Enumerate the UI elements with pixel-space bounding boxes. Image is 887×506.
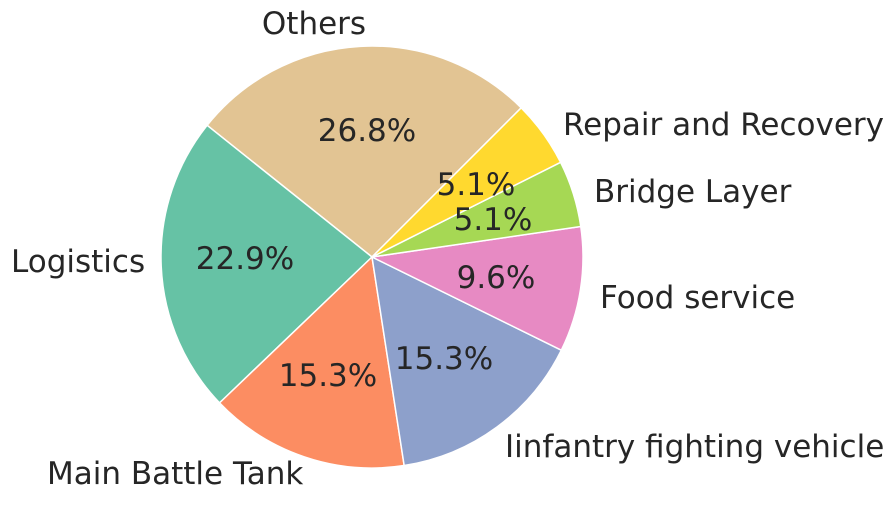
pie-category-label-repair-and-recovery: Repair and Recovery	[563, 107, 884, 143]
pie-value-label-bridge-layer: 5.1%	[454, 202, 533, 238]
pie-category-label-bridge-layer: Bridge Layer	[594, 174, 792, 210]
pie-slice-iinfantry-fighting-vehicle	[371, 256, 563, 467]
pie-category-label-food-service: Food service	[600, 280, 795, 316]
pie-category-label-others: Others	[262, 6, 366, 42]
pie-value-label-iinfantry-fighting-vehicle: 15.3%	[395, 341, 493, 377]
pie-slice-repair-and-recovery	[371, 107, 562, 258]
pie-slice-logistics	[160, 124, 373, 404]
pie-slice-food-service	[371, 225, 584, 351]
pie-value-label-others: 26.8%	[318, 113, 416, 149]
pie-category-label-iinfantry-fighting-vehicle: Iinfantry fighting vehicle	[505, 429, 884, 465]
pie-value-label-food-service: 9.6%	[457, 260, 536, 296]
pie-value-label-repair-and-recovery: 5.1%	[437, 167, 516, 203]
pie-slice-others	[206, 45, 522, 258]
pie-category-label-main-battle-tank: Main Battle Tank	[47, 456, 303, 492]
pie-slice-main-battle-tank	[218, 256, 405, 469]
pie-slices	[160, 45, 584, 469]
pie-labels: 26.8% Others 22.9% Logistics 15.3% Main Battl…	[11, 6, 884, 492]
pie-value-label-main-battle-tank: 15.3%	[279, 358, 377, 394]
pie-value-label-logistics: 22.9%	[196, 241, 294, 277]
pie-category-label-logistics: Logistics	[11, 244, 145, 280]
